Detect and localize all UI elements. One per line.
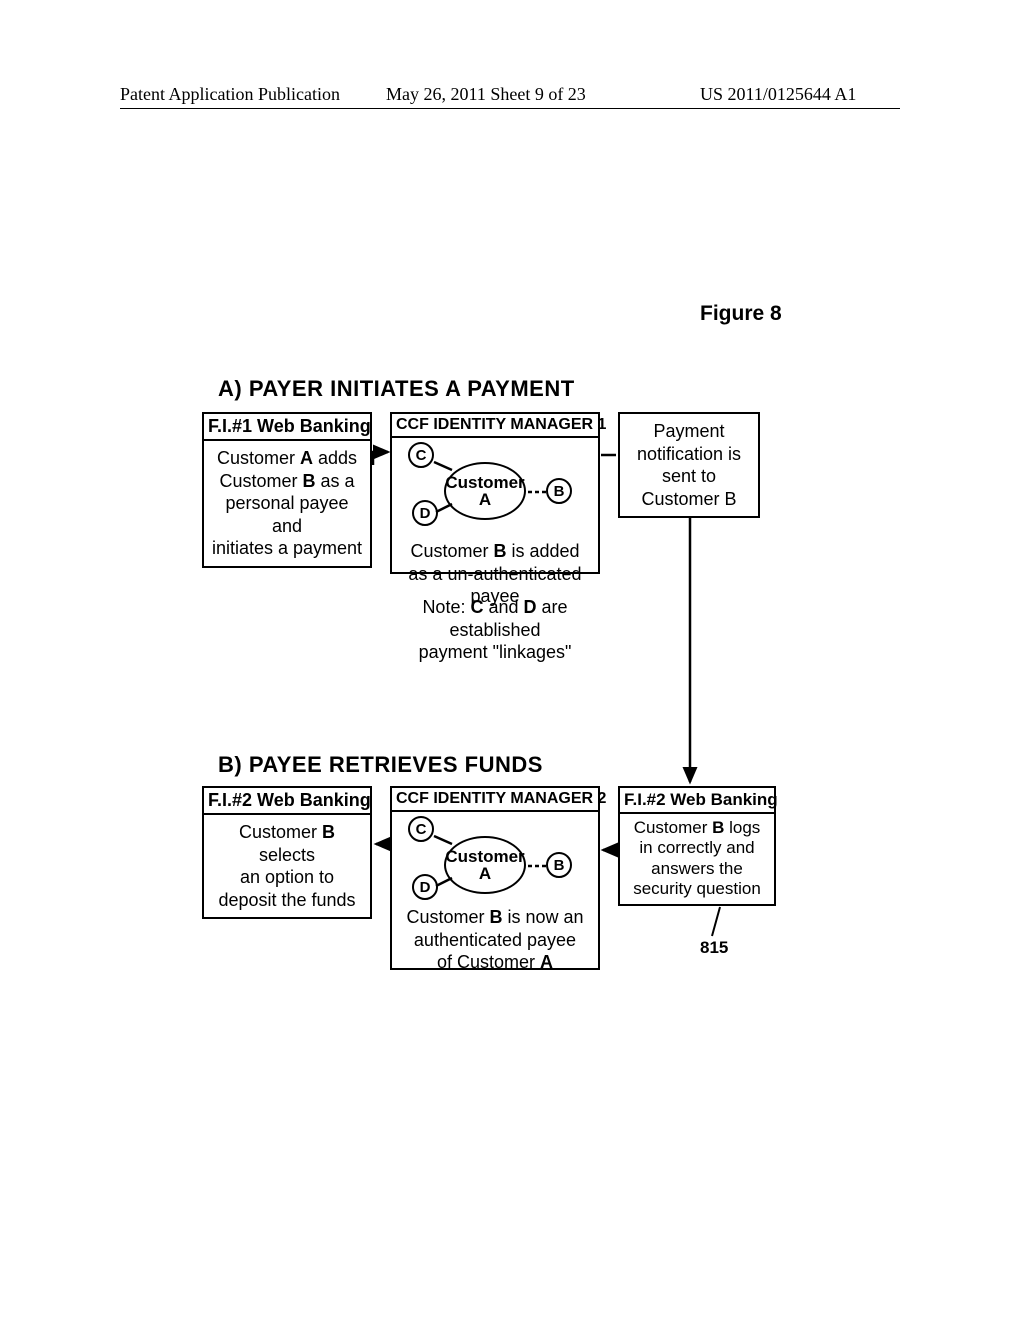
satellite-d-1: D (412, 500, 438, 526)
box-fi1-body: Customer A adds Customer B as a personal… (204, 441, 370, 566)
header-patent-number: US 2011/0125644 A1 (700, 84, 856, 105)
box-payment-notification-body: Payment notification is sent to Customer… (620, 414, 758, 516)
ccf1-note: Note: C and D are established payment "l… (378, 596, 612, 664)
section-b-title: B) PAYEE RETRIEVES FUNDS (218, 752, 543, 778)
box-ccf2-header: CCF IDENTITY MANAGER 2 (392, 788, 598, 812)
box-fi2-web-banking-right: F.I.#2 Web Banking Customer B logs in co… (618, 786, 776, 906)
box-fi2-left-header: F.I.#2 Web Banking (204, 788, 370, 815)
header-publication: Patent Application Publication (120, 84, 340, 105)
satellite-b-1: B (546, 478, 572, 504)
satellite-b-2: B (546, 852, 572, 878)
callout-815: 815 (700, 938, 728, 958)
box-fi2-right-body: Customer B logs in correctly and answers… (620, 814, 774, 904)
satellite-d-2: D (412, 874, 438, 900)
box-fi2-right-header: F.I.#2 Web Banking (620, 788, 774, 814)
box-fi1-web-banking: F.I.#1 Web Banking Customer A adds Custo… (202, 412, 372, 568)
hub-customer-a-2: Customer A (444, 836, 526, 894)
box-ccf1-header: CCF IDENTITY MANAGER 1 (392, 414, 598, 438)
satellite-c-2: C (408, 816, 434, 842)
box-fi1-header: F.I.#1 Web Banking (204, 414, 370, 441)
satellite-c-1: C (408, 442, 434, 468)
box-fi2-left-body: Customer B selects an option to deposit … (204, 815, 370, 917)
hub-customer-a-1: Customer A (444, 462, 526, 520)
header-date-sheet: May 26, 2011 Sheet 9 of 23 (386, 84, 586, 105)
ccf2-caption: Customer B is now an authenticated payee… (398, 906, 592, 974)
section-a-title: A) PAYER INITIATES A PAYMENT (218, 376, 575, 402)
header-rule (120, 108, 900, 109)
box-fi2-web-banking-left: F.I.#2 Web Banking Customer B selects an… (202, 786, 372, 919)
box-payment-notification: Payment notification is sent to Customer… (618, 412, 760, 518)
figure-label: Figure 8 (700, 302, 782, 326)
